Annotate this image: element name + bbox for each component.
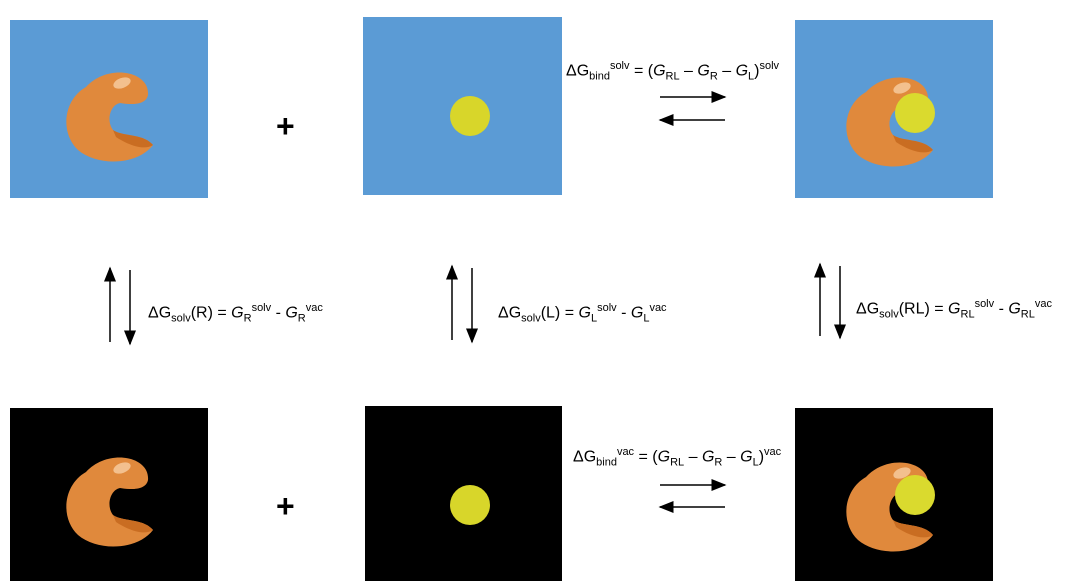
equation-part: R xyxy=(244,313,252,325)
equation-part: bind xyxy=(589,71,610,83)
equation-part: G xyxy=(736,62,748,79)
equation-part: vac xyxy=(764,446,781,458)
equation-part: = ( xyxy=(630,62,654,79)
equation-part: solv xyxy=(521,313,541,325)
equation-part: vac xyxy=(617,446,634,458)
equation-part: G xyxy=(948,300,960,317)
equation-part: solv xyxy=(975,298,995,310)
equation-part: – xyxy=(722,448,740,465)
equation-part: R xyxy=(710,71,718,83)
equation-part: G xyxy=(285,304,297,321)
equation-part: G xyxy=(697,62,709,79)
equation-part: G xyxy=(1008,300,1020,317)
equation-part: L xyxy=(591,313,597,325)
equation-part: G xyxy=(658,448,670,465)
equation-part: RL xyxy=(666,71,680,83)
equation: ΔGbindsolv = (GRL – GR – GL)solv xyxy=(566,60,779,83)
equation-part: vac xyxy=(1035,298,1052,310)
equation-part: G xyxy=(653,62,665,79)
equation-part: solv xyxy=(610,60,630,72)
equation-part: - xyxy=(617,304,631,321)
equation-part: L xyxy=(643,313,649,325)
equation: ΔGsolv(RL) = GRLsolv - GRLvac xyxy=(856,298,1052,321)
equation-part: solv xyxy=(879,309,899,321)
ligand xyxy=(895,475,935,515)
equation-part: – xyxy=(718,62,736,79)
ligand xyxy=(450,96,490,136)
equation-part: (RL) = xyxy=(899,300,948,317)
equation-part: – xyxy=(680,62,698,79)
diagram: + + ΔGbindsolv = (GRL – GR – GL)solv ΔGb… xyxy=(0,0,1089,581)
equation-part: G xyxy=(231,304,243,321)
equation-part: (L) = xyxy=(541,304,579,321)
equation-part: solv xyxy=(252,302,272,314)
equation-part: ΔG xyxy=(573,448,596,465)
equation-part: – xyxy=(684,448,702,465)
equation-part: R xyxy=(298,313,306,325)
equation-part: (R) = xyxy=(191,304,231,321)
equation-part: ΔG xyxy=(856,300,879,317)
scheme-graphics xyxy=(0,0,1089,581)
equation: ΔGsolv(R) = GRsolv - GRvac xyxy=(148,302,323,325)
equation-part: solv xyxy=(759,60,779,72)
equation-part: G xyxy=(740,448,752,465)
equation-part: ΔG xyxy=(498,304,521,321)
plus: + xyxy=(276,108,295,145)
equation-part: vac xyxy=(306,302,323,314)
equation: ΔGbindvac = (GRL – GR – GL)vac xyxy=(573,446,781,469)
equation-part: G xyxy=(631,304,643,321)
equation: ΔGsolv(L) = GLsolv - GLvac xyxy=(498,302,667,325)
equation-part: RL xyxy=(670,457,684,469)
equation-part: RL xyxy=(1021,309,1035,321)
equation-part: solv xyxy=(171,313,191,325)
equation-part: - xyxy=(271,304,285,321)
equation-part: G xyxy=(702,448,714,465)
equation-part: ΔG xyxy=(148,304,171,321)
equation-part: vac xyxy=(649,302,666,314)
equation-part: ΔG xyxy=(566,62,589,79)
ligand xyxy=(450,485,490,525)
equation-part: RL xyxy=(961,309,975,321)
equation-part: = ( xyxy=(634,448,658,465)
ligand xyxy=(895,93,935,133)
equation-part: solv xyxy=(597,302,617,314)
equation-part: bind xyxy=(596,457,617,469)
equation-part: - xyxy=(994,300,1008,317)
equation-part: G xyxy=(579,304,591,321)
plus: + xyxy=(276,488,295,525)
